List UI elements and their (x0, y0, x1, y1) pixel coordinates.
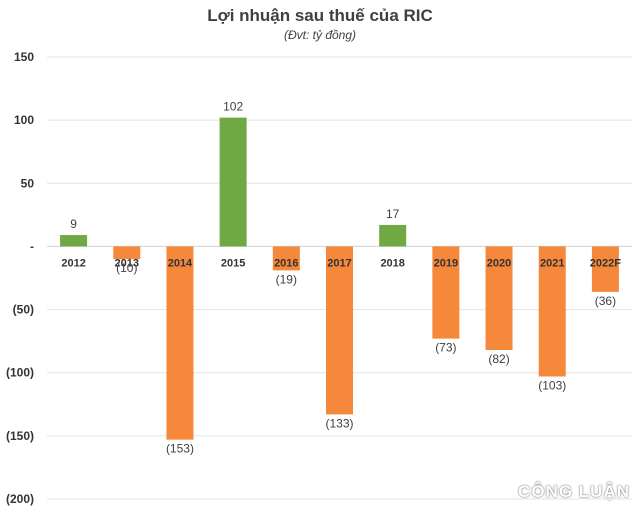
x-tick-label: 2018 (380, 257, 404, 269)
bar (538, 246, 566, 377)
y-tick-label: (200) (6, 492, 34, 506)
y-tick-label: - (30, 239, 34, 253)
bar (432, 246, 460, 339)
y-tick-label: (150) (6, 429, 34, 443)
bar (60, 235, 88, 247)
bar (272, 246, 300, 271)
x-tick-label: 2022F (590, 257, 621, 269)
watermark-logo: CÔNG LUẬN (518, 482, 630, 501)
data-label: (103) (538, 379, 566, 393)
x-tick-label: 2013 (115, 257, 139, 269)
y-tick-label: 150 (14, 50, 34, 64)
x-tick-label: 2016 (274, 257, 298, 269)
bar (166, 246, 194, 440)
data-label: (73) (435, 341, 456, 355)
y-tick-label: (100) (6, 366, 34, 380)
x-tick-label: 2021 (540, 257, 564, 269)
bar (379, 224, 407, 247)
data-label: (82) (488, 352, 509, 366)
x-tick-label: 2019 (434, 257, 458, 269)
labels: 15010050-(50)(100)(150)(200)201292013(10… (6, 50, 621, 506)
data-label: (133) (325, 416, 353, 430)
x-tick-label: 2014 (168, 257, 193, 269)
data-label: 17 (386, 207, 400, 221)
x-tick-label: 2015 (221, 257, 245, 269)
bar (326, 246, 353, 415)
bar (113, 246, 141, 260)
x-tick-label: 2012 (61, 257, 85, 269)
data-label: 9 (70, 217, 77, 231)
y-tick-label: 50 (21, 176, 35, 190)
chart-subtitle: (Đvt: tỷ đồng) (283, 28, 357, 42)
bar (485, 246, 513, 350)
data-label: 102 (223, 100, 243, 114)
data-label: (153) (166, 442, 194, 456)
bar (219, 117, 247, 247)
gridlines (47, 56, 632, 500)
data-label: (19) (276, 272, 297, 286)
x-tick-label: 2020 (487, 257, 511, 269)
chart-title: Lợi nhuận sau thuế của RIC (207, 6, 433, 25)
x-tick-label: 2017 (327, 257, 351, 269)
y-tick-label: 100 (14, 113, 34, 127)
data-label: (10) (116, 261, 137, 275)
data-label: (36) (595, 294, 616, 308)
y-tick-label: (50) (13, 303, 34, 317)
bars (60, 117, 619, 440)
bar (591, 246, 619, 292)
